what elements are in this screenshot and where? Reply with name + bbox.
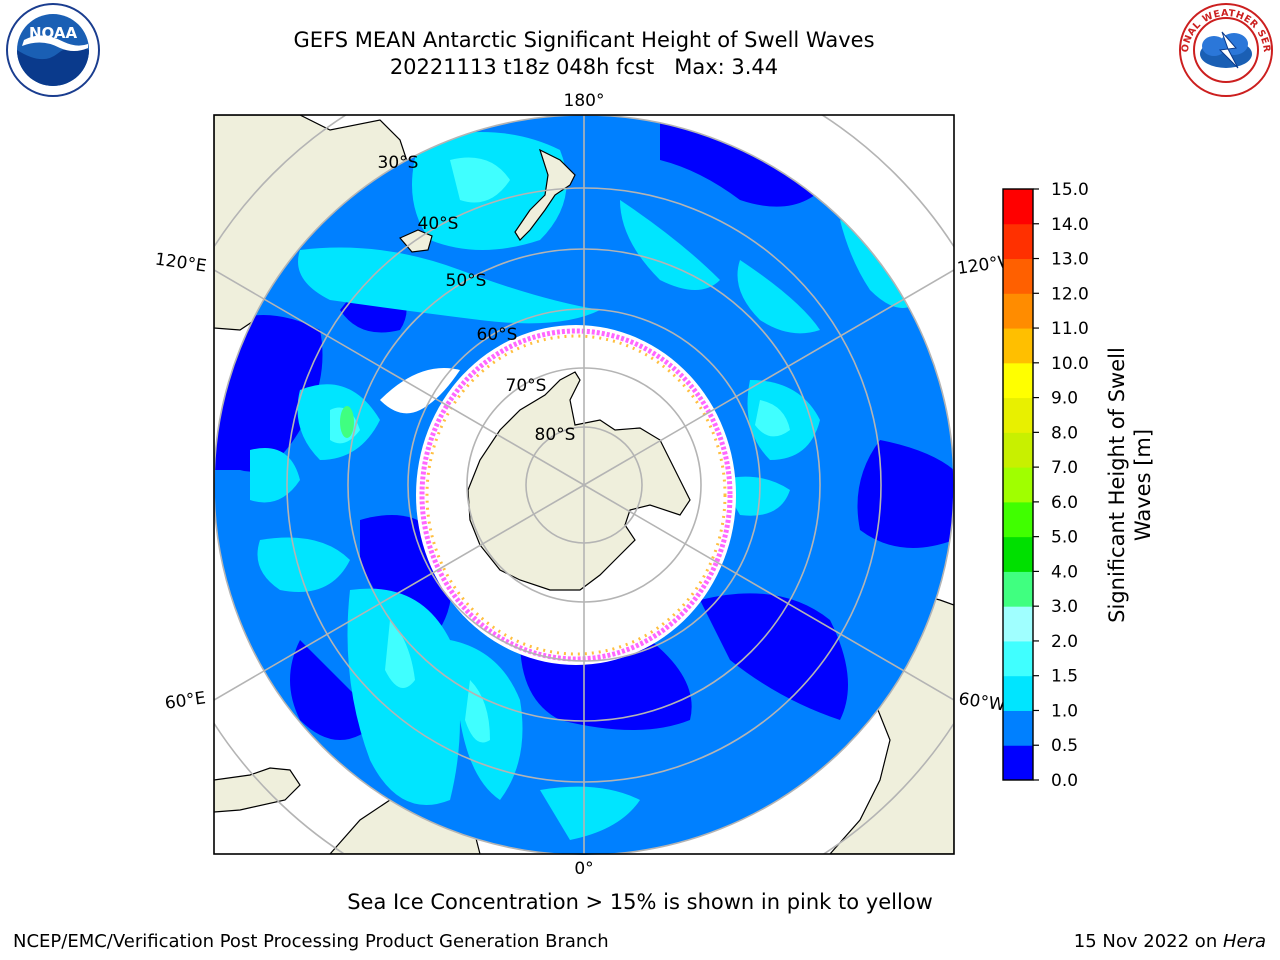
- colorbar-swatch: [1003, 189, 1033, 225]
- colorbar-swatch: [1003, 640, 1033, 677]
- colorbar-tick-label: 0.0: [1051, 771, 1078, 791]
- colorbar-tick-label: 11.0: [1051, 319, 1089, 339]
- colorbar-swatch: [1003, 745, 1033, 781]
- colorbar-swatch: [1003, 328, 1033, 364]
- colorbar-swatch: [1003, 536, 1033, 572]
- footer-machine: Hera: [1222, 931, 1266, 952]
- lat-label-80s: 80°S: [535, 425, 576, 445]
- graticule: [214, 115, 954, 854]
- lat-label-60s: 60°S: [477, 325, 518, 345]
- colorbar-swatch: [1003, 223, 1033, 260]
- colorbar-swatch: [1003, 675, 1033, 711]
- colorbar-tick-label: 7.0: [1051, 458, 1078, 478]
- colorbar-swatch: [1003, 501, 1033, 538]
- svg-text:NOAA: NOAA: [29, 24, 78, 42]
- lon-label-60w: 60°W: [957, 689, 1006, 715]
- colorbar-tick-label: 6.0: [1051, 493, 1078, 513]
- colorbar-tick-label: 2.0: [1051, 632, 1078, 652]
- colorbar-swatch: [1003, 432, 1033, 468]
- colorbar-tick-label: 1.0: [1051, 701, 1078, 721]
- lon-label-120e: 120°E: [154, 250, 208, 277]
- colorbar-tick-label: 10.0: [1051, 354, 1089, 374]
- colorbar-tick-label: 4.0: [1051, 562, 1078, 582]
- colorbar-swatch: [1003, 571, 1033, 607]
- title-line-1: GEFS MEAN Antarctic Significant Height o…: [293, 28, 875, 52]
- colorbar-tick-label: 13.0: [1051, 250, 1089, 270]
- lon-label-180: 180°: [564, 91, 605, 111]
- colorbar-swatch: [1003, 362, 1033, 399]
- colorbar-label-line-2: Waves [m]: [1131, 429, 1155, 541]
- footer-left: NCEP/EMC/Verification Post Processing Pr…: [13, 931, 609, 952]
- lat-label-70s: 70°S: [506, 376, 547, 396]
- antarctica-landmass: [467, 371, 691, 591]
- colorbar-tick-label: 1.5: [1051, 667, 1078, 687]
- colorbar-tick-label: 12.0: [1051, 284, 1089, 304]
- footer-right: 15 Nov 2022 on Hera: [1074, 931, 1266, 952]
- colorbar-tick-label: 14.0: [1051, 215, 1089, 235]
- map-frame: [213, 114, 955, 855]
- colorbar-swatch: [1003, 397, 1033, 433]
- colorbar-tick-label: 0.5: [1051, 736, 1078, 756]
- colorbar-tick-label: 15.0: [1051, 180, 1089, 200]
- colorbar-swatch: [1003, 293, 1033, 329]
- lon-label-60e: 60°E: [164, 688, 207, 713]
- title-line-2: 20221113 t18z 048h fcst Max: 3.44: [389, 55, 779, 79]
- colorbar: 0.0 0.5 1.0 1.5 2.0 3.0 4.0 5.0 6.0 7.0 8.0 9.0 10.0…: [1002, 180, 1089, 791]
- lat-label-50s: 50°S: [446, 271, 487, 291]
- colorbar-tick-label: 5.0: [1051, 528, 1078, 548]
- colorbar-frame: [1002, 188, 1034, 781]
- colorbar-tick-label: 8.0: [1051, 423, 1078, 443]
- colorbar-swatch: [1003, 710, 1033, 746]
- colorbar-swatch: [1003, 258, 1033, 294]
- colorbar-swatch: [1003, 606, 1033, 642]
- colorbar-tick-label: 3.0: [1051, 597, 1078, 617]
- nws-logo: NATIONAL WEATHER SERVICE: [1176, 2, 1273, 97]
- sea-ice-caption: Sea Ice Concentration > 15% is shown in …: [347, 890, 933, 914]
- lon-label-0: 0°: [574, 859, 593, 879]
- colorbar-tick-label: 9.0: [1051, 389, 1078, 409]
- new-zealand-landmass: [514, 148, 576, 241]
- noaa-logo: NOAA: [6, 3, 100, 97]
- lat-label-40s: 40°S: [418, 214, 459, 234]
- lat-label-30s: 30°S: [378, 153, 419, 173]
- colorbar-label-line-1: Significant Height of Swell: [1105, 347, 1129, 623]
- colorbar-swatch: [1003, 467, 1033, 503]
- footer-date: 15 Nov 2022 on: [1073, 931, 1223, 952]
